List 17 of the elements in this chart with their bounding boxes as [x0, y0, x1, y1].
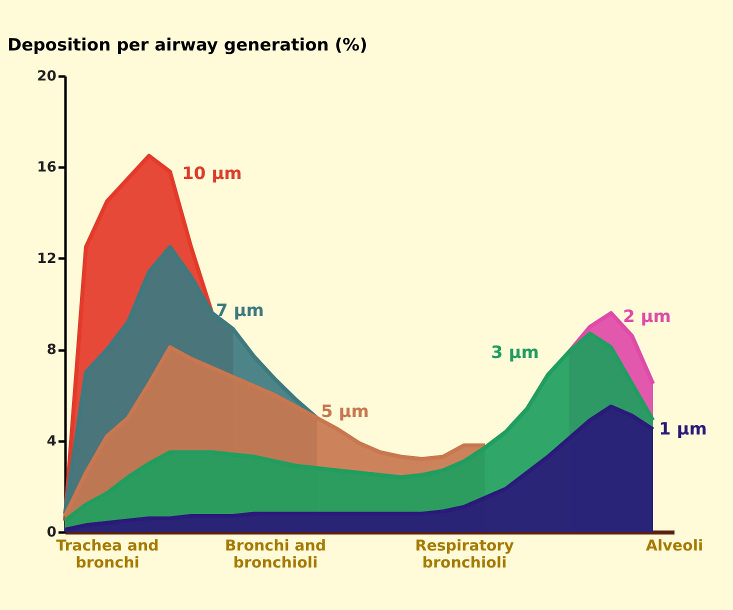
y-tick-label: 4	[46, 433, 57, 450]
series-label: 2 µm	[623, 307, 671, 328]
y-tick-label: 8	[46, 342, 56, 358]
y-axis-title: Deposition per airway generation (%)	[8, 36, 368, 56]
y-tick-label: 16	[37, 160, 56, 176]
series-label: 3 µm	[491, 342, 539, 363]
y-tick-label: 0	[46, 524, 57, 540]
x-tick-label: Bronchi and bronchioli	[224, 536, 326, 572]
y-tick-label: 12	[37, 250, 56, 267]
series-label: 5 µm	[321, 402, 369, 422]
y-tick-label: 20	[37, 68, 57, 84]
series-label: 1 µm	[659, 419, 707, 440]
x-tick-label: Alveoli	[646, 536, 704, 554]
x-tick-label: Trachea and bronchi	[56, 536, 159, 572]
series-label: 10 µm	[182, 164, 242, 184]
series-label: 7 µm	[216, 301, 264, 322]
x-tick-label: Respiratory bronchioli	[415, 536, 514, 572]
